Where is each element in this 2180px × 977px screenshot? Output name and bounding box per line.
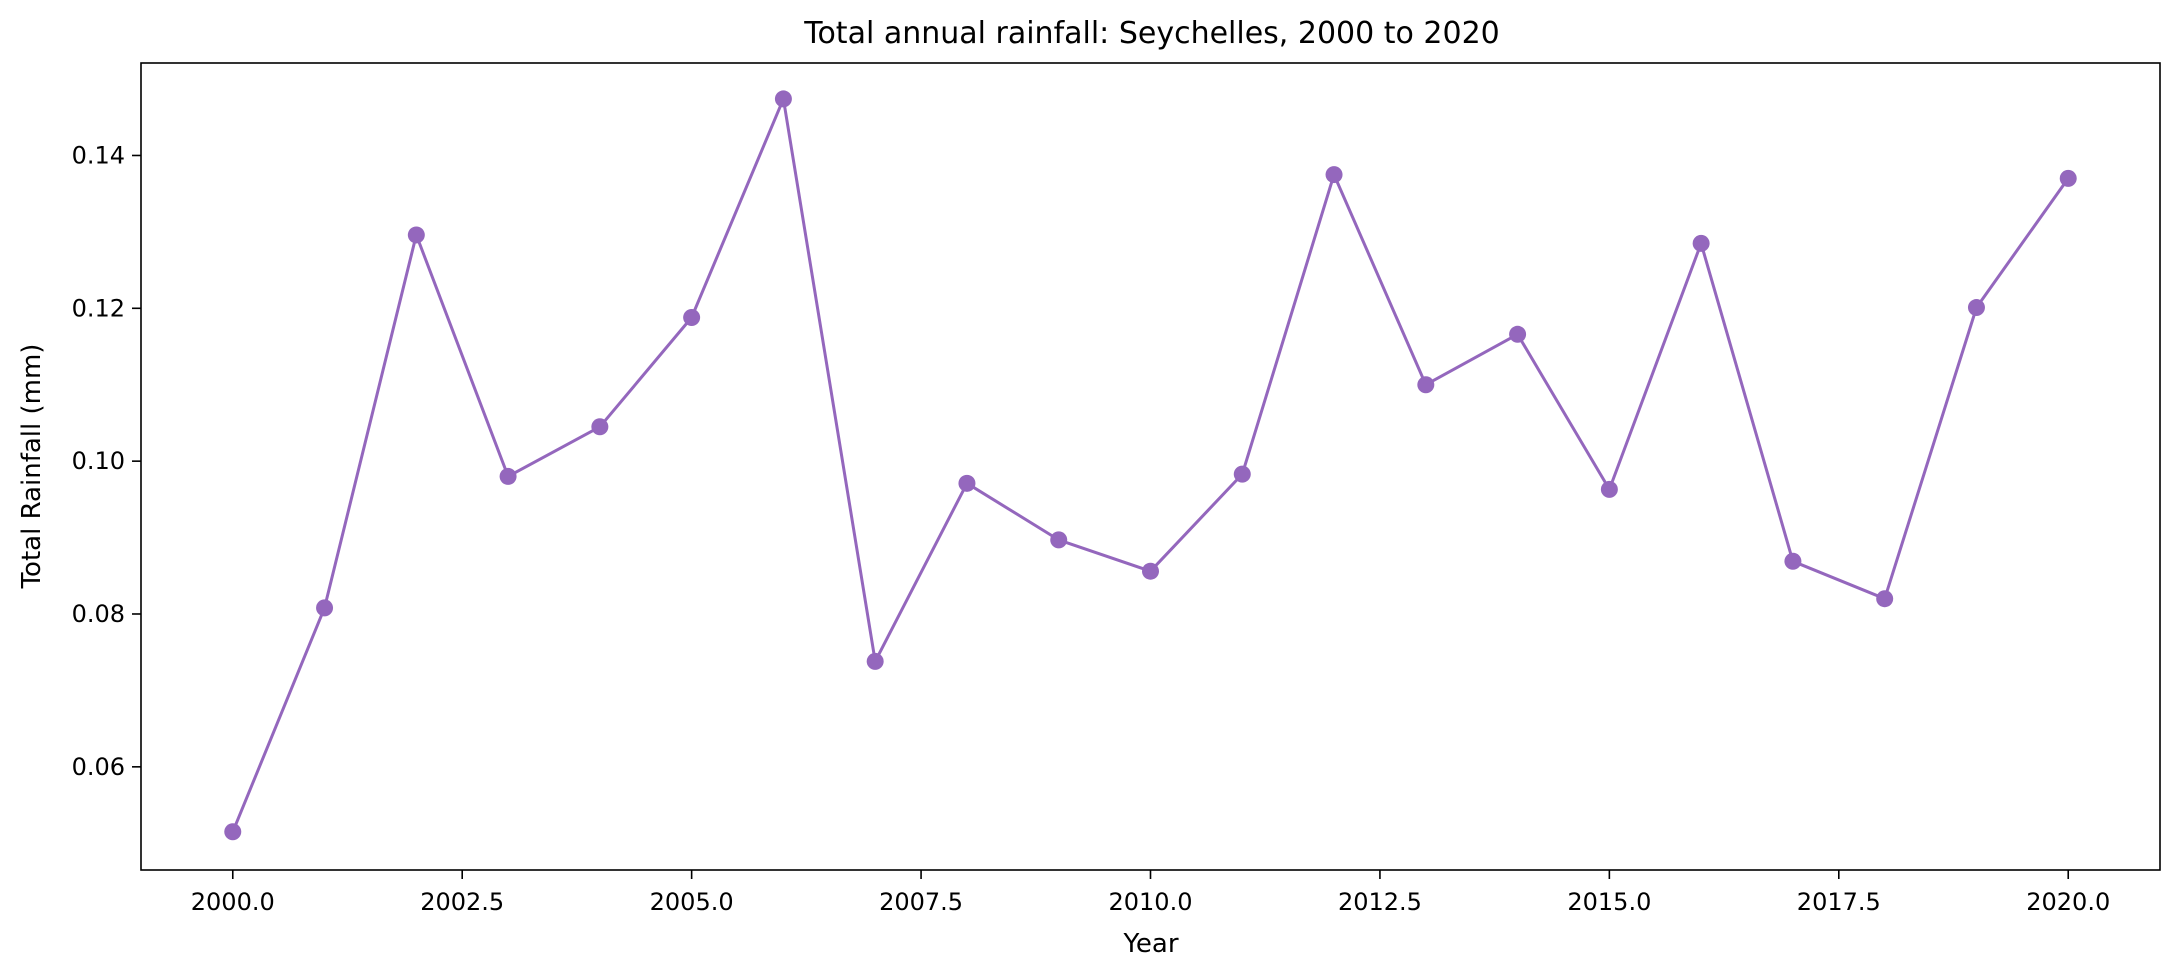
x-tick-label: 2007.5 [879, 888, 963, 916]
plot-frame [140, 62, 2161, 871]
y-tick-label: 0.12 [72, 294, 125, 322]
data-point [407, 226, 425, 244]
x-tick-label: 2000.0 [191, 888, 275, 916]
data-point [2059, 169, 2077, 187]
data-point [683, 308, 701, 326]
x-tick-label: 2010.0 [1109, 888, 1193, 916]
data-point [1050, 531, 1068, 549]
y-tick-label: 0.06 [72, 753, 125, 781]
y-tick-label: 0.10 [72, 447, 125, 475]
data-point [774, 90, 792, 108]
x-tick-label: 2017.5 [1797, 888, 1881, 916]
data-point [499, 467, 517, 485]
y-axis: 0.06 0.08 0.10 0.12 0.14 [72, 141, 141, 781]
data-point [1142, 562, 1159, 580]
x-axis: 2000.0 2002.5 2005.0 2007.5 2010.0 2012.5 2015… [191, 870, 2110, 916]
series-line [231, 97, 2070, 833]
data-point [1325, 166, 1343, 184]
chart-title: Total annual rainfall: Seychelles, 2000 … [803, 16, 1500, 51]
y-axis-label: Total Rainfall (mm) [17, 344, 47, 590]
x-axis-label: Year [1122, 929, 1178, 959]
data-point [958, 474, 976, 492]
x-tick-label: 2020.0 [2026, 888, 2110, 916]
data-point [591, 418, 609, 436]
data-point [1417, 376, 1435, 394]
data-point [1600, 480, 1618, 498]
data-point [1784, 552, 1802, 570]
data-point [316, 599, 334, 617]
y-tick-label: 0.08 [72, 600, 125, 628]
data-point [866, 652, 884, 670]
x-tick-label: 2015.0 [1567, 888, 1651, 916]
x-tick-label: 2002.5 [420, 888, 504, 916]
data-point [1967, 299, 1985, 317]
data-point [1692, 234, 1710, 252]
data-point [1233, 465, 1251, 483]
plot-area [224, 90, 2077, 841]
y-tick-label: 0.14 [72, 141, 125, 169]
data-point [1509, 325, 1527, 343]
data-point [1876, 590, 1894, 608]
data-point [224, 823, 242, 841]
x-tick-label: 2012.5 [1338, 888, 1422, 916]
x-tick-label: 2005.0 [650, 888, 734, 916]
